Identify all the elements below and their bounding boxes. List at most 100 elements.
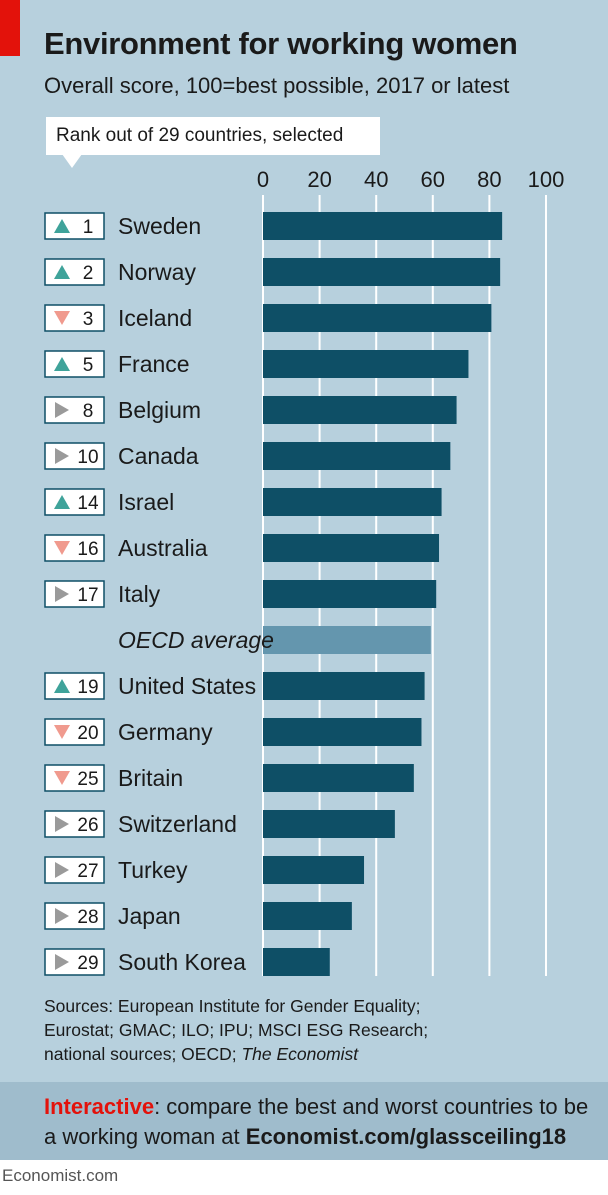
x-tick-label: 80	[477, 167, 501, 192]
bar	[263, 488, 442, 516]
bar	[263, 810, 395, 838]
rank-number: 2	[83, 263, 94, 284]
interactive-promo[interactable]: Interactive: compare the best and worst …	[0, 1082, 608, 1160]
category-label: United States	[118, 673, 256, 699]
category-label: Switzerland	[118, 811, 237, 837]
bar	[263, 534, 440, 562]
category-label: France	[118, 351, 190, 377]
category-label: Sweden	[118, 213, 201, 239]
rank-unchanged-icon	[55, 402, 69, 418]
rank-number: 1	[83, 217, 94, 238]
rank-down-icon	[54, 311, 70, 325]
rank-down-icon	[54, 725, 70, 739]
sources-line-3-text: national sources; OECD;	[44, 1044, 242, 1064]
rank-up-icon	[54, 219, 70, 233]
rank-unchanged-icon	[55, 816, 69, 832]
x-tick-label: 100	[528, 167, 565, 192]
category-label: Canada	[118, 443, 199, 469]
promo-text: Interactive: compare the best and worst …	[44, 1092, 600, 1152]
sources-line-3: national sources; OECD; The Economist	[44, 1042, 584, 1066]
rank-unchanged-icon	[55, 448, 69, 464]
category-label: Turkey	[118, 857, 188, 883]
rank-number: 28	[77, 907, 98, 928]
rank-badge	[44, 396, 105, 424]
rank-up-icon	[54, 495, 70, 509]
bar	[263, 258, 501, 286]
rank-badge	[44, 442, 105, 470]
rank-badge	[44, 948, 105, 976]
rank-caption: Rank out of 29 countries, selected	[56, 125, 344, 146]
rank-unchanged-icon	[55, 862, 69, 878]
rank-badge	[44, 580, 105, 608]
rank-unchanged-icon	[55, 908, 69, 924]
rank-badge	[44, 258, 105, 286]
rank-badge	[44, 672, 105, 700]
bar	[263, 396, 457, 424]
rank-number: 16	[77, 539, 98, 560]
category-label: Belgium	[118, 397, 201, 423]
category-label: Norway	[118, 259, 196, 285]
rank-badge	[44, 718, 105, 746]
brand-red-tag	[0, 0, 20, 56]
bar	[263, 672, 425, 700]
rank-down-icon	[54, 541, 70, 555]
promo-body: : compare the best and worst countries t…	[44, 1094, 589, 1149]
sources-line-2: Eurostat; GMAC; ILO; IPU; MSCI ESG Resea…	[44, 1020, 429, 1040]
bar	[263, 948, 330, 976]
category-label: Germany	[118, 719, 213, 745]
category-label: Israel	[118, 489, 174, 515]
site-credit: Economist.com	[2, 1166, 119, 1185]
rank-number: 10	[77, 447, 98, 468]
bar	[263, 856, 365, 884]
rank-badge	[44, 902, 105, 930]
bar	[263, 304, 492, 332]
rank-number: 17	[77, 585, 98, 606]
bar-chart: 0 20 40 60 80 100 Sweden 1 Norway 2 Iceland 3 France…	[44, 167, 565, 976]
rank-number: 19	[77, 677, 98, 698]
x-tick-label: 40	[364, 167, 388, 192]
rank-caption-box: Rank out of 29 countries, selected	[46, 117, 380, 155]
rank-number: 29	[77, 953, 98, 974]
rank-number: 5	[83, 355, 94, 376]
rank-caption-pointer	[62, 154, 82, 168]
x-tick-label: 20	[307, 167, 331, 192]
chart-subtitle: Overall score, 100=best possible, 2017 o…	[44, 73, 510, 98]
sources-publication: The Economist	[241, 1044, 359, 1064]
promo-link[interactable]: Economist.com/glassceiling18	[245, 1124, 567, 1149]
sources-note: Sources: European Institute for Gender E…	[44, 994, 584, 1066]
category-label: Italy	[118, 581, 161, 607]
bar	[263, 718, 422, 746]
bar-oecd-average	[263, 626, 431, 654]
rank-badge	[44, 212, 105, 240]
rank-badge	[44, 488, 105, 516]
rank-badge	[44, 810, 105, 838]
rank-unchanged-icon	[55, 954, 69, 970]
category-label: Australia	[118, 535, 208, 561]
bar	[263, 350, 469, 378]
rank-number: 20	[77, 723, 98, 744]
rank-number: 26	[77, 815, 98, 836]
category-label: South Korea	[118, 949, 246, 975]
rank-badge	[44, 304, 105, 332]
x-tick-label: 60	[421, 167, 445, 192]
bar	[263, 212, 503, 240]
category-label: Iceland	[118, 305, 192, 331]
rank-number: 8	[83, 401, 94, 422]
rank-number: 25	[77, 769, 98, 790]
category-label-average: OECD average	[118, 627, 274, 653]
rank-down-icon	[54, 771, 70, 785]
rank-up-icon	[54, 357, 70, 371]
chart-title: Environment for working women	[44, 26, 518, 61]
rank-badge	[44, 534, 105, 562]
bar	[263, 442, 451, 470]
rank-badge	[44, 350, 105, 378]
rank-unchanged-icon	[55, 586, 69, 602]
rank-up-icon	[54, 679, 70, 693]
category-label: Britain	[118, 765, 183, 791]
rank-badge	[44, 764, 105, 792]
bar	[263, 902, 352, 930]
rank-number: 27	[77, 861, 98, 882]
x-tick-label: 0	[257, 167, 269, 192]
bar	[263, 764, 414, 792]
rank-badge	[44, 856, 105, 884]
